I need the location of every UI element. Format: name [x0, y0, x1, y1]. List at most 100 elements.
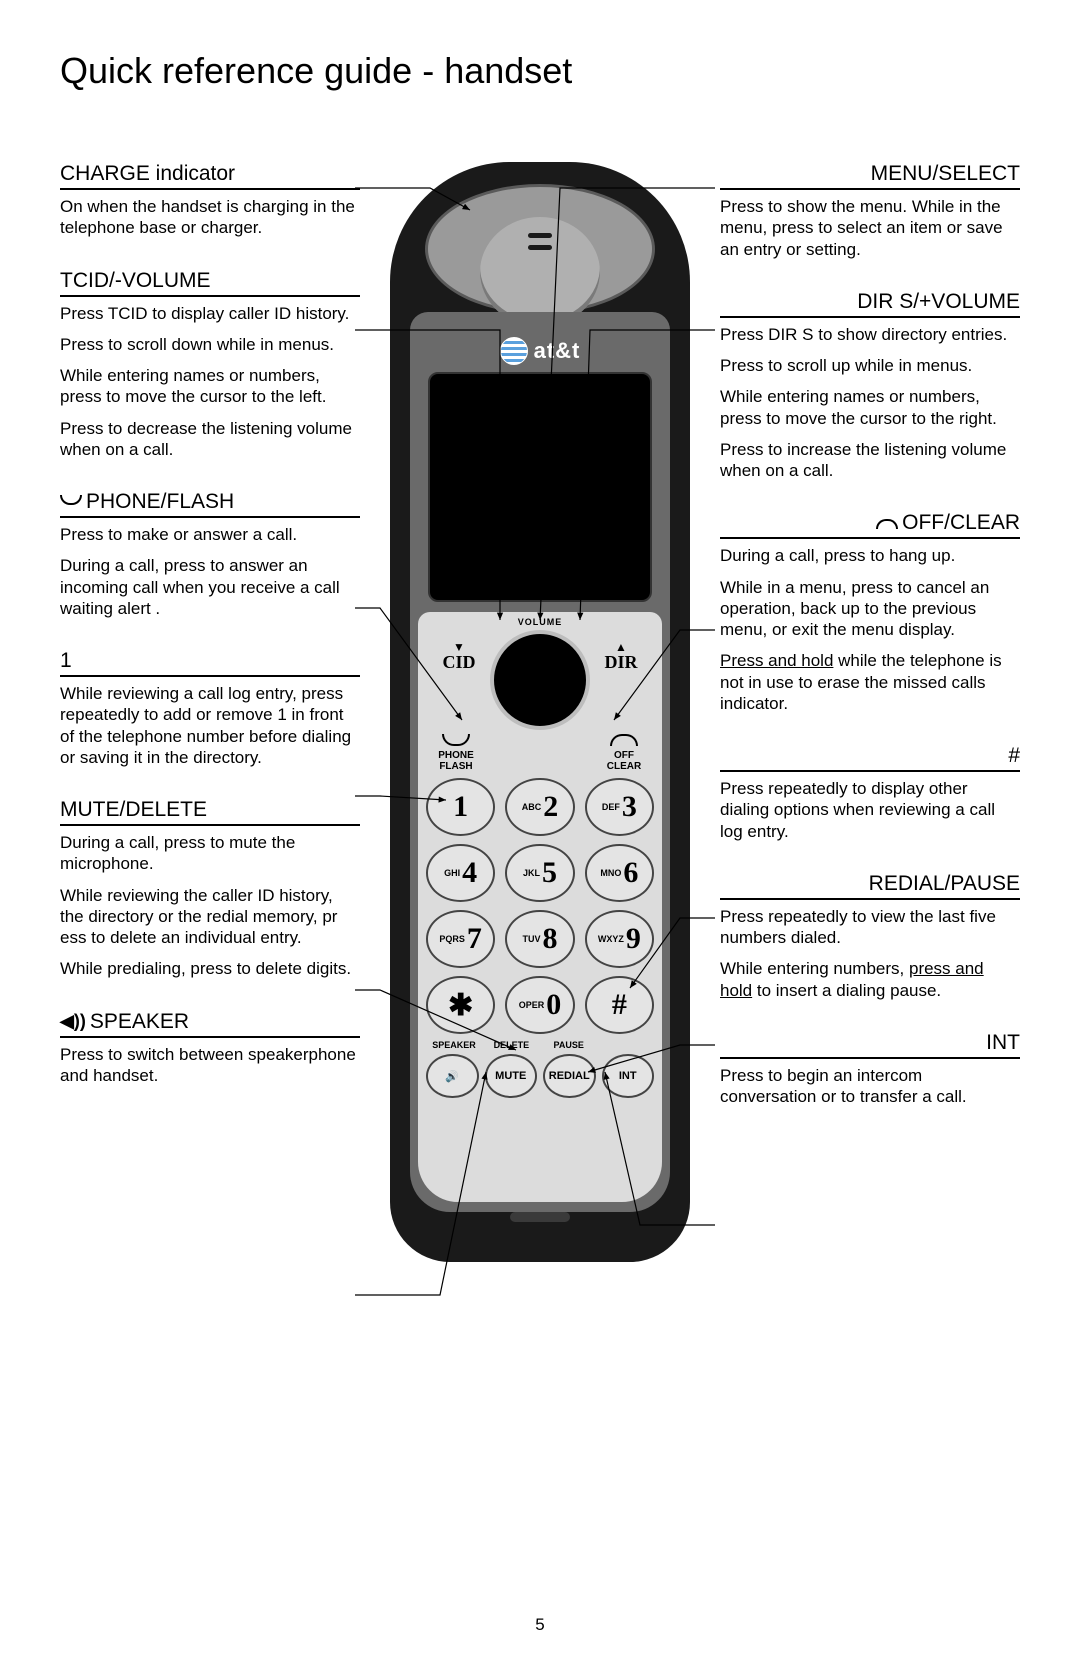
key-letters: OPER [519, 1000, 545, 1010]
key-number: 5 [542, 856, 557, 890]
section-title-phone: PHONE/FLASH [60, 490, 360, 518]
left-column: CHARGE indicator On when the handset is c… [60, 162, 360, 1262]
handset-illustration: at&t VOLUME ▼ CID ▲ DIR PHONE [390, 162, 690, 1262]
label-off: OFF [614, 750, 634, 761]
hangup-icon [610, 734, 638, 746]
section-body-mute: During a call, press to mute the microph… [60, 832, 360, 980]
key-letters: WXYZ [598, 934, 624, 944]
bottom-label [598, 1040, 654, 1050]
key-number: ✱ [448, 988, 473, 1023]
key-letters: ABC [522, 802, 542, 812]
brand-row: at&t [390, 337, 690, 365]
key-number: 6 [623, 856, 638, 890]
paragraph: While entering names or numbers, press t… [60, 365, 360, 408]
key-4: GHI4 [426, 844, 495, 902]
section-body-tcid: Press TCID to display caller ID history.… [60, 303, 360, 461]
center-column: at&t VOLUME ▼ CID ▲ DIR PHONE [360, 162, 720, 1262]
key-star: ✱ [426, 976, 495, 1034]
paragraph: During a call, press to mute the microph… [60, 832, 360, 875]
key-number: # [612, 988, 627, 1022]
paragraph: Press to make or answer a call. [60, 524, 360, 545]
label-clear: CLEAR [607, 761, 641, 772]
section-title-text: DIR S/+VOLUME [857, 290, 1020, 314]
base-lip [510, 1212, 570, 1222]
key-letters: MNO [600, 868, 621, 878]
section-title-speaker: ◀))SPEAKER [60, 1010, 360, 1038]
paragraph: During a call, press to answer an incomi… [60, 555, 360, 619]
section-title-dirs: DIR S/+VOLUME [720, 290, 1020, 318]
paragraph: During a call, press to hang up. [720, 545, 1020, 566]
key-number: 7 [467, 922, 482, 956]
section-title-text: 1 [60, 649, 72, 673]
key-6: MNO6 [585, 844, 654, 902]
section-body-one: While reviewing a call log entry, press … [60, 683, 360, 768]
key-5: JKL5 [505, 844, 574, 902]
section-title-text: SPEAKER [90, 1010, 189, 1034]
section-int: INTPress to begin an intercom conversati… [720, 1031, 1020, 1108]
section-title-text: TCID/-VOLUME [60, 269, 211, 293]
bottom-key-mute: MUTE [485, 1054, 538, 1098]
section-dirs: DIR S/+VOLUMEPress DIR S to show directo… [720, 290, 1020, 482]
section-title-mute: MUTE/DELETE [60, 798, 360, 826]
key-number: 1 [453, 790, 468, 824]
section-redial: REDIAL/PAUSE Press repeatedly to view the… [720, 872, 1020, 1001]
paragraph: Press to scroll up while in menus. [720, 355, 1020, 376]
bottom-label: DELETE [483, 1040, 539, 1050]
section-title-text: MENU/SELECT [871, 162, 1020, 186]
paragraph: Press to decrease the listening volume w… [60, 418, 360, 461]
key-number: 3 [622, 790, 637, 824]
nav-center-button [490, 630, 590, 730]
section-title-charge: CHARGE indicator [60, 162, 360, 190]
section-title-text: OFF/CLEAR [902, 511, 1020, 535]
paragraph: On when the handset is charging in the t… [60, 196, 360, 239]
main-layout: CHARGE indicator On when the handset is c… [60, 162, 1020, 1262]
paragraph: While entering numbers, press and hold t… [720, 958, 1020, 1001]
paragraph: While predialing, press to delete digits… [60, 958, 360, 979]
section-title-text: PHONE/FLASH [86, 490, 234, 514]
nav-sublabels: PHONE FLASH OFF CLEAR [426, 734, 654, 773]
earpiece [425, 184, 655, 314]
paragraph: Press to increase the listening volume w… [720, 439, 1020, 482]
section-body-speaker: Press to switch between speakerphone and… [60, 1044, 360, 1087]
key-0: OPER0 [505, 976, 574, 1034]
volume-label: VOLUME [390, 617, 690, 627]
key-2: ABC2 [505, 778, 574, 836]
section-charge: CHARGE indicator On when the handset is c… [60, 162, 360, 239]
section-body-redial: Press repeatedly to view the last five n… [720, 906, 1020, 1001]
bottom-label: SPEAKER [426, 1040, 482, 1050]
paragraph: Press repeatedly to view the last five n… [720, 906, 1020, 949]
section-mute: MUTE/DELETE During a call, press to mute … [60, 798, 360, 980]
key-letters: GHI [444, 868, 460, 878]
key-letters: PQRS [439, 934, 465, 944]
bottom-key-row: 🔊MUTEREDIALINT [426, 1054, 654, 1098]
nav-right-label: DIR [590, 652, 652, 673]
paragraph: While in a menu, press to cancel an oper… [720, 577, 1020, 641]
section-title-off: OFF/CLEAR [720, 511, 1020, 539]
section-title-redial: REDIAL/PAUSE [720, 872, 1020, 900]
paragraph: Press and hold while the telephone is no… [720, 650, 1020, 714]
paragraph: While entering names or numbers, press t… [720, 386, 1020, 429]
section-title-text: CHARGE indicator [60, 162, 235, 186]
nav-left: ▼ CID [428, 642, 490, 673]
key-9: WXYZ9 [585, 910, 654, 968]
section-body-phone: Press to make or answer a call. During a … [60, 524, 360, 619]
paragraph: While reviewing the caller ID history, t… [60, 885, 360, 949]
key-letters: DEF [602, 802, 620, 812]
bottom-key-redial: REDIAL [543, 1054, 596, 1098]
att-globe-icon [500, 337, 528, 365]
section-title-tcid: TCID/-VOLUME [60, 269, 360, 297]
phone-icon [60, 495, 82, 505]
phone-handset-icon [442, 734, 470, 746]
section-speaker: ◀))SPEAKER Press to switch between speake… [60, 1010, 360, 1087]
nav-right: ▲ DIR [590, 642, 652, 673]
paragraph: Press to switch between speakerphone and… [60, 1044, 360, 1087]
key-8: TUV8 [505, 910, 574, 968]
right-column: MENU/SELECTPress to show the menu. While… [720, 162, 1020, 1262]
key-3: DEF3 [585, 778, 654, 836]
section-hash: #Press repeatedly to display other diali… [720, 744, 1020, 842]
key-number: 8 [542, 922, 557, 956]
paragraph: Press TCID to display caller ID history. [60, 303, 360, 324]
section-title-text: # [1008, 744, 1020, 768]
hangup-icon [876, 519, 898, 529]
bottom-label: PAUSE [541, 1040, 597, 1050]
